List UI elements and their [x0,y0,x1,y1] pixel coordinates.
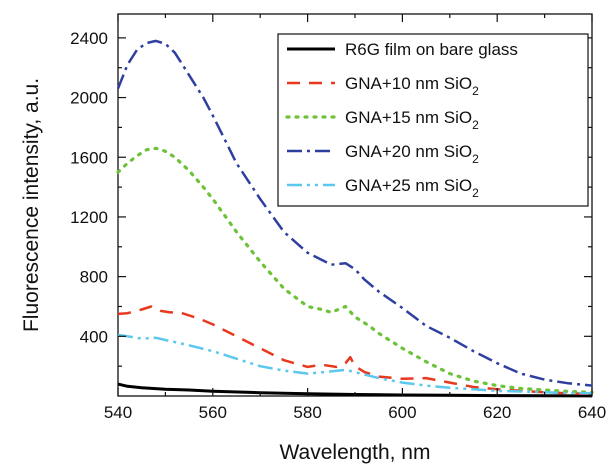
x-tick-label: 560 [199,403,227,422]
legend-label-1: R6G film on bare glass [345,40,518,59]
x-tick-label: 580 [293,403,321,422]
series-line-4 [116,39,593,387]
y-tick-label: 2400 [70,29,108,48]
x-tick-label: 540 [104,403,132,422]
x-tick-label: 600 [388,403,416,422]
series-line-2 [117,305,593,396]
y-tick-label: 800 [80,268,108,287]
y-axis-title: Fluorescence intensity, a.u. [20,78,43,332]
series-line-3 [116,146,594,394]
series-layer [116,39,594,398]
legend-box [277,33,589,207]
y-tick-label: 1600 [70,148,108,167]
x-tick-label: 620 [483,403,511,422]
x-tick-label: 640 [578,403,606,422]
y-tick-label: 1200 [70,208,108,227]
y-axis: 400 800 1200 1600 2000 2400 [70,29,592,367]
series-line-5 [117,333,593,395]
x-axis: 540 560 580 600 620 640 [104,14,606,422]
y-tick-label: 400 [80,327,108,346]
series-line-1 [117,382,593,398]
y-tick-label: 2000 [70,89,108,108]
x-axis-title: Wavelength, nm [280,441,431,464]
